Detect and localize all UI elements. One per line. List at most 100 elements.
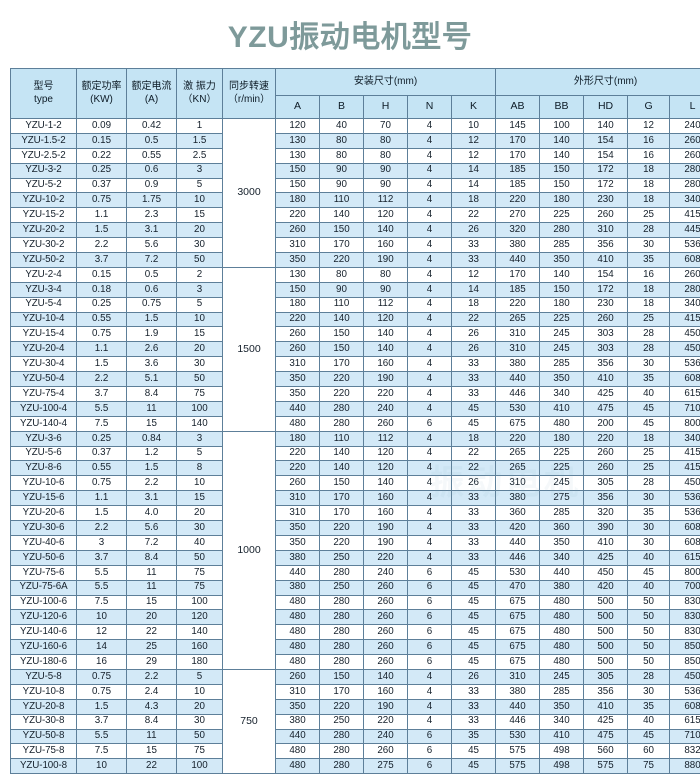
cell-model: YZU-20-4 (11, 342, 77, 357)
cell-l: 450 (670, 669, 700, 684)
cell-n: 4 (408, 342, 452, 357)
cell-g: 25 (628, 208, 670, 223)
cell-k: 22 (452, 208, 496, 223)
cell-k: 45 (452, 580, 496, 595)
cell-a: 11 (127, 401, 177, 416)
cell-kw: 1.5 (77, 357, 127, 372)
cell-a: 0.5 (127, 133, 177, 148)
cell-hd: 305 (584, 476, 628, 491)
cell-g: 35 (628, 699, 670, 714)
cell-sync-speed: 1000 (223, 431, 276, 669)
cell-hd: 410 (584, 372, 628, 387)
cell-kw: 10 (77, 759, 127, 774)
cell-hd: 260 (584, 312, 628, 327)
header-sub-g: G (628, 96, 670, 119)
cell-ab: 310 (496, 476, 540, 491)
cell-l: 800 (670, 416, 700, 431)
header-sub-a: A (276, 96, 320, 119)
cell-n: 4 (408, 253, 452, 268)
cell-model: YZU-10-8 (11, 684, 77, 699)
cell-h: 260 (364, 580, 408, 595)
cell-kw: 0.25 (77, 431, 127, 446)
cell-a: 310 (276, 357, 320, 372)
cell-hd: 356 (584, 238, 628, 253)
cell-g: 18 (628, 431, 670, 446)
cell-h: 90 (364, 178, 408, 193)
cell-model: YZU-75-6A (11, 580, 77, 595)
cell-g: 25 (628, 312, 670, 327)
cell-a: 15 (127, 416, 177, 431)
cell-hd: 575 (584, 759, 628, 774)
cell-b: 220 (320, 372, 364, 387)
cell-g: 45 (628, 565, 670, 580)
cell-ab: 320 (496, 223, 540, 238)
cell-a: 310 (276, 491, 320, 506)
cell-hd: 450 (584, 565, 628, 580)
cell-l: 608 (670, 535, 700, 550)
cell-bb: 480 (540, 416, 584, 431)
cell-k: 33 (452, 684, 496, 699)
cell-hd: 260 (584, 208, 628, 223)
cell-bb: 410 (540, 729, 584, 744)
cell-kn: 10 (177, 312, 223, 327)
cell-model: YZU-10-4 (11, 312, 77, 327)
cell-hd: 154 (584, 267, 628, 282)
cell-l: 415 (670, 312, 700, 327)
cell-h: 140 (364, 342, 408, 357)
cell-bb: 340 (540, 714, 584, 729)
cell-kn: 5 (177, 446, 223, 461)
cell-model: YZU-5-2 (11, 178, 77, 193)
cell-ab: 420 (496, 521, 540, 536)
header-sub-b: B (320, 96, 364, 119)
cell-kw: 0.75 (77, 684, 127, 699)
cell-hd: 500 (584, 625, 628, 640)
header-sub-l: L (670, 96, 700, 119)
cell-hd: 425 (584, 714, 628, 729)
cell-kw: 0.75 (77, 327, 127, 342)
cell-l: 445 (670, 223, 700, 238)
cell-a: 3.6 (127, 357, 177, 372)
cell-hd: 410 (584, 535, 628, 550)
cell-model: YZU-3-2 (11, 163, 77, 178)
cell-ab: 675 (496, 640, 540, 655)
cell-g: 30 (628, 357, 670, 372)
cell-ab: 530 (496, 401, 540, 416)
cell-bb: 245 (540, 327, 584, 342)
cell-a: 0.9 (127, 178, 177, 193)
cell-b: 280 (320, 729, 364, 744)
cell-a: 11 (127, 580, 177, 595)
cell-a: 260 (276, 327, 320, 342)
cell-ab: 675 (496, 416, 540, 431)
cell-model: YZU-5-8 (11, 669, 77, 684)
cell-bb: 180 (540, 193, 584, 208)
cell-g: 45 (628, 401, 670, 416)
cell-a: 8.4 (127, 550, 177, 565)
cell-l: 536 (670, 684, 700, 699)
cell-g: 30 (628, 684, 670, 699)
cell-bb: 275 (540, 491, 584, 506)
cell-bb: 350 (540, 372, 584, 387)
cell-ab: 360 (496, 506, 540, 521)
cell-n: 4 (408, 312, 452, 327)
cell-model: YZU-2.5-2 (11, 148, 77, 163)
cell-model: YZU-2-4 (11, 267, 77, 282)
cell-b: 280 (320, 416, 364, 431)
cell-b: 90 (320, 178, 364, 193)
cell-h: 220 (364, 714, 408, 729)
cell-h: 120 (364, 461, 408, 476)
cell-model: YZU-10-6 (11, 476, 77, 491)
cell-hd: 500 (584, 655, 628, 670)
cell-k: 45 (452, 595, 496, 610)
cell-bb: 280 (540, 223, 584, 238)
cell-model: YZU-120-6 (11, 610, 77, 625)
cell-bb: 498 (540, 759, 584, 774)
cell-h: 112 (364, 297, 408, 312)
cell-b: 140 (320, 208, 364, 223)
cell-model: YZU-75-6 (11, 565, 77, 580)
cell-bb: 225 (540, 312, 584, 327)
cell-bb: 150 (540, 163, 584, 178)
cell-l: 536 (670, 491, 700, 506)
